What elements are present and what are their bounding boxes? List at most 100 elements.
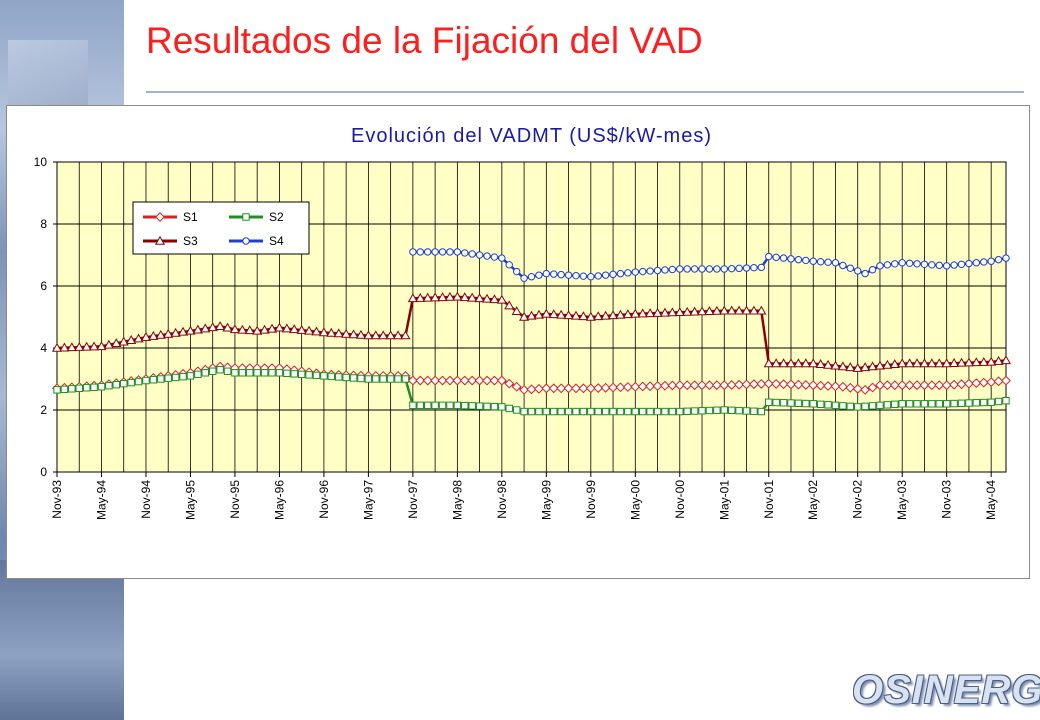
data-point <box>430 292 441 302</box>
data-point <box>548 383 559 394</box>
data-point <box>1000 355 1012 365</box>
data-point <box>920 260 929 269</box>
data-point <box>542 407 551 416</box>
data-point <box>935 261 943 270</box>
data-point <box>911 358 923 368</box>
data-point <box>735 406 743 415</box>
data-point <box>690 265 699 273</box>
x-tick-label: Nov-02 <box>851 480 865 519</box>
data-point <box>253 369 261 377</box>
data-point <box>140 331 152 341</box>
data-point <box>653 407 662 416</box>
data-point <box>698 407 706 415</box>
data-point <box>609 407 617 416</box>
data-point <box>535 407 543 416</box>
data-point <box>90 383 98 391</box>
data-point <box>600 310 611 320</box>
data-point <box>830 381 841 392</box>
data-point <box>333 328 344 338</box>
data-point <box>646 407 654 416</box>
data-point <box>157 375 165 383</box>
data-point <box>800 380 811 390</box>
data-point <box>593 311 604 321</box>
data-point <box>579 407 588 416</box>
data-point <box>416 401 424 410</box>
data-point <box>876 262 884 270</box>
data-point <box>778 358 789 368</box>
data-point <box>757 263 766 272</box>
x-tick-label: May-94 <box>94 480 108 520</box>
data-point <box>816 400 825 409</box>
data-point <box>118 336 129 346</box>
data-point <box>283 369 291 378</box>
data-point <box>993 355 1004 365</box>
data-point <box>526 310 537 320</box>
osinerg-logo: OSINERG <box>852 668 1040 712</box>
data-point <box>645 308 656 318</box>
data-point <box>978 377 989 388</box>
data-point <box>971 378 982 389</box>
data-point <box>533 309 544 319</box>
data-point <box>59 342 70 352</box>
data-point <box>876 401 884 410</box>
data-point <box>498 254 506 262</box>
data-point <box>170 327 181 337</box>
data-point <box>409 401 417 410</box>
data-point <box>637 308 648 318</box>
data-point <box>779 254 788 262</box>
data-point <box>355 329 367 339</box>
data-point <box>630 308 641 318</box>
data-point <box>416 248 424 256</box>
data-point <box>520 274 528 282</box>
data-point <box>652 307 663 317</box>
data-point <box>585 311 596 321</box>
x-tick-label: Nov-93 <box>50 480 64 519</box>
data-point <box>281 323 292 333</box>
data-point <box>861 402 869 411</box>
data-point <box>407 375 418 386</box>
data-point <box>550 270 558 278</box>
data-point <box>661 407 669 416</box>
data-point <box>852 383 863 394</box>
data-point <box>578 311 589 321</box>
data-point <box>660 380 670 391</box>
data-point <box>631 268 639 276</box>
data-point <box>668 407 677 416</box>
data-point <box>772 253 780 262</box>
data-point <box>800 358 811 368</box>
data-point <box>622 309 633 319</box>
data-point <box>1001 375 1011 386</box>
data-point <box>192 324 203 334</box>
data-point <box>585 383 596 394</box>
data-point <box>461 249 469 257</box>
data-point <box>594 407 602 416</box>
data-point <box>934 380 945 391</box>
data-point <box>609 270 617 279</box>
data-point <box>194 370 202 379</box>
data-point <box>734 305 745 315</box>
data-point <box>312 371 321 380</box>
data-point <box>726 305 737 315</box>
legend-label-s2: S2 <box>269 210 284 224</box>
data-point <box>242 213 250 221</box>
data-point <box>304 325 315 335</box>
x-tick-label: May-98 <box>450 480 464 520</box>
data-point <box>616 269 625 278</box>
data-point <box>186 372 195 380</box>
data-point <box>179 372 187 381</box>
data-point <box>913 400 921 408</box>
data-point <box>926 380 937 391</box>
data-point <box>815 380 826 391</box>
data-point <box>808 358 819 368</box>
data-point <box>394 375 402 383</box>
data-point <box>964 378 974 389</box>
data-point <box>112 380 121 389</box>
data-point <box>622 382 633 392</box>
data-point <box>142 376 150 385</box>
data-point <box>905 259 914 267</box>
data-point <box>445 375 455 386</box>
data-point <box>639 267 647 276</box>
data-point <box>808 380 819 391</box>
data-point <box>889 380 900 391</box>
data-point <box>787 399 795 407</box>
